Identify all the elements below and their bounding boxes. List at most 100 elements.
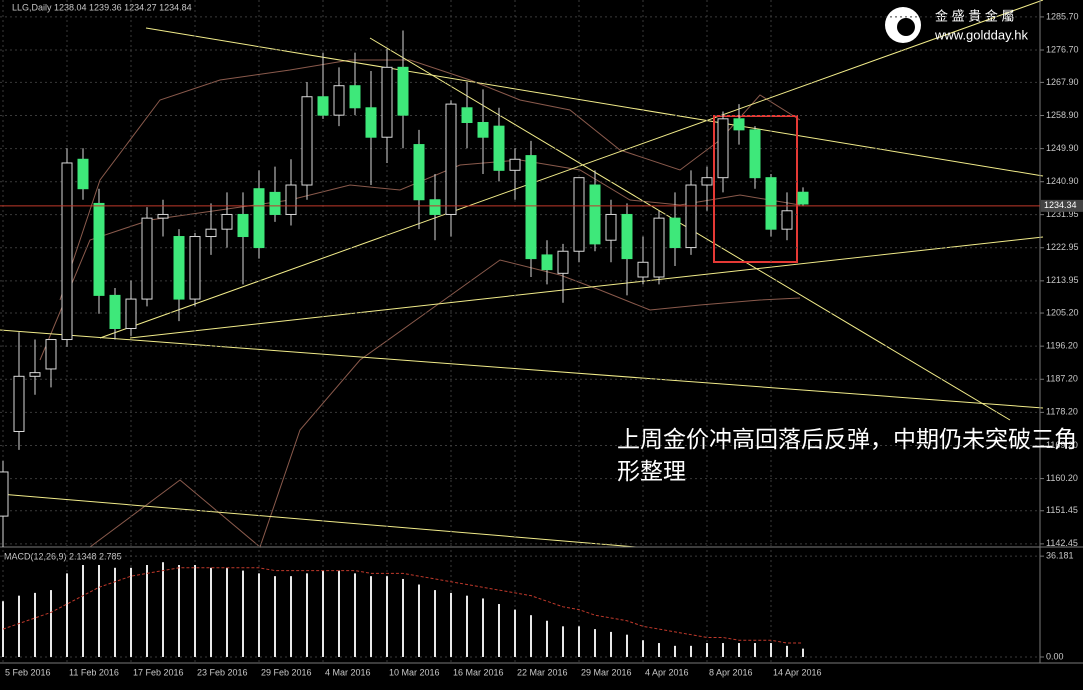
- candle-body: [141, 217, 153, 300]
- histogram-bar: [530, 615, 532, 657]
- candle-body: [29, 372, 41, 377]
- candle-body: [637, 261, 649, 278]
- histogram-bar: [34, 592, 36, 657]
- last-price-label: 1234.34: [1044, 200, 1077, 210]
- histogram-bar: [546, 620, 548, 657]
- y-tick-label: 0.00: [1046, 651, 1064, 661]
- candle-body: [0, 471, 9, 517]
- x-tick-label: 17 Feb 2016: [133, 667, 184, 677]
- histogram-bar: [402, 578, 404, 657]
- histogram-bar: [610, 631, 612, 657]
- histogram-bar: [386, 576, 388, 657]
- candle-body: [365, 107, 377, 138]
- candle-body: [253, 188, 265, 249]
- brand: 金 盛 貴 金 屬: [935, 8, 1014, 23]
- candle-body: [461, 107, 473, 123]
- candle-body: [301, 96, 313, 186]
- histogram-bar: [658, 643, 660, 657]
- histogram-bar: [594, 629, 596, 657]
- x-tick-label: 29 Feb 2016: [261, 667, 312, 677]
- y-tick-label: 1160.20: [1046, 473, 1078, 483]
- x-tick-label: 16 Mar 2016: [453, 667, 504, 677]
- trend-line: [0, 329, 1044, 409]
- trend-line: [129, 236, 1044, 339]
- histogram-bar: [482, 598, 484, 657]
- histogram-bar: [82, 565, 84, 657]
- candle-body: [317, 96, 329, 116]
- x-tick-label: 14 Apr 2016: [773, 667, 822, 677]
- histogram-bar: [770, 643, 772, 657]
- candle-body: [221, 213, 233, 230]
- x-tick-label: 10 Mar 2016: [389, 667, 440, 677]
- histogram-bar: [466, 595, 468, 657]
- histogram-bar: [210, 567, 212, 657]
- candle-body: [13, 375, 25, 432]
- y-tick-label: 36.181: [1046, 551, 1074, 561]
- x-tick-label: 23 Feb 2016: [197, 667, 248, 677]
- y-tick-label: 1213.95: [1046, 275, 1079, 285]
- histogram-bar: [226, 567, 228, 657]
- y-tick-label: 1222.95: [1046, 242, 1079, 252]
- macd-title: MACD(12,26,9) 2.1348 2.785: [4, 551, 122, 561]
- candle-body: [541, 254, 553, 271]
- logo: [897, 18, 915, 36]
- candle-body: [573, 177, 585, 252]
- candle-body: [685, 184, 697, 249]
- candle-body: [237, 213, 249, 238]
- candle-body: [333, 85, 345, 116]
- y-tick-label: 1151.45: [1046, 505, 1078, 515]
- candle-body: [701, 177, 713, 186]
- x-tick-label: 4 Apr 2016: [645, 667, 689, 677]
- candle-body: [157, 213, 169, 219]
- candle-body: [653, 217, 665, 278]
- y-tick-label: 1196.20: [1046, 341, 1078, 351]
- y-tick-label: 1205.20: [1046, 307, 1079, 317]
- histogram-bar: [130, 567, 132, 657]
- histogram-bar: [98, 565, 100, 657]
- candle-body: [77, 158, 89, 190]
- candle-body: [173, 236, 185, 300]
- histogram-bar: [706, 643, 708, 657]
- histogram-bar: [162, 562, 164, 657]
- candle-body: [765, 177, 777, 230]
- x-tick-label: 22 Mar 2016: [517, 667, 568, 677]
- y-tick-label: 1231.95: [1046, 209, 1079, 219]
- candle-body: [93, 202, 105, 296]
- x-tick-label: 11 Feb 2016: [69, 667, 119, 677]
- histogram-bar: [18, 595, 20, 657]
- candle-body: [749, 129, 761, 179]
- x-tick-label: 8 Apr 2016: [709, 667, 753, 677]
- histogram-bar: [146, 565, 148, 657]
- histogram-bar: [322, 570, 324, 657]
- y-tick-label: 1276.70: [1046, 44, 1079, 54]
- candle-body: [781, 210, 793, 230]
- candle-body: [61, 162, 73, 341]
- y-tick-label: 1178.20: [1046, 407, 1078, 417]
- candle-body: [605, 213, 617, 241]
- candle-body: [509, 158, 521, 171]
- histogram-bar: [434, 590, 436, 657]
- histogram-bar: [338, 570, 340, 657]
- histogram-bar: [738, 643, 740, 657]
- y-tick-label: 1258.90: [1046, 110, 1079, 120]
- candle-body: [669, 217, 681, 249]
- histogram-bar: [370, 576, 372, 657]
- candle-body: [525, 155, 537, 260]
- histogram-bar: [626, 634, 628, 657]
- y-tick-label: 1267.90: [1046, 77, 1079, 87]
- y-tick-label: 1142.45: [1046, 538, 1078, 548]
- histogram-bar: [562, 626, 564, 657]
- y-tick-label: 1249.90: [1046, 143, 1079, 153]
- annotation: 上周金价冲高回落后反弹，中期仍未突破三角形整理: [617, 427, 1077, 485]
- candle-body: [397, 66, 409, 116]
- y-tick-label: 1285.70: [1046, 11, 1079, 21]
- y-tick-label: 1240.90: [1046, 176, 1079, 186]
- candle-body: [557, 250, 569, 274]
- x-tick-label: 5 Feb 2016: [5, 667, 51, 677]
- histogram-bar: [498, 604, 500, 657]
- candle-body: [269, 191, 281, 215]
- candle-body: [733, 118, 745, 131]
- histogram-bar: [418, 584, 420, 657]
